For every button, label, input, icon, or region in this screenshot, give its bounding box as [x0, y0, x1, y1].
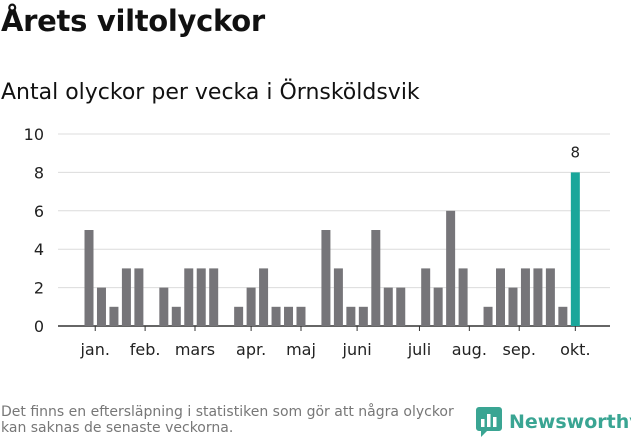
bar: [421, 268, 431, 326]
x-tick-label: juli: [407, 340, 431, 359]
bar: [134, 268, 144, 326]
y-tick-label: 6: [34, 202, 44, 221]
bar: [196, 268, 206, 326]
bar: [558, 306, 568, 326]
bar: [396, 287, 406, 326]
brand[interactable]: Newsworthy: [476, 407, 631, 437]
newsworthy-logo-icon: [476, 407, 502, 437]
bar: [496, 268, 506, 326]
x-tick-label: mars: [175, 340, 215, 359]
bar: [171, 306, 181, 326]
y-tick-label: 8: [34, 163, 44, 182]
bar: [209, 268, 219, 326]
bar: [271, 306, 281, 326]
x-tick-label: jan.: [79, 340, 109, 359]
chart-subtitle: Antal olyckor per vecka i Örnsköldsvik: [1, 80, 420, 105]
bar: [458, 268, 468, 326]
x-tick-label: sep.: [503, 340, 536, 359]
bar: [121, 268, 131, 326]
y-tick-label: 4: [34, 240, 44, 259]
bar: [284, 306, 294, 326]
bar: [433, 287, 443, 326]
bar: [109, 306, 119, 326]
x-tick-label: juni: [342, 340, 372, 359]
footnote: Det finns en eftersläpning i statistiken…: [1, 404, 454, 436]
x-tick-label: apr.: [236, 340, 266, 359]
brand-name: Newsworthy: [509, 411, 631, 433]
bar: [84, 230, 94, 326]
x-tick-label: aug.: [452, 340, 487, 359]
bar: [358, 306, 368, 326]
data-label: 8: [571, 143, 581, 161]
y-tick-label: 10: [24, 125, 44, 144]
bar: [446, 210, 456, 326]
chart-title: Årets viltolyckor: [1, 4, 265, 38]
y-tick-label: 0: [34, 317, 44, 336]
bar: [159, 287, 169, 326]
bar: [371, 230, 381, 326]
bar: [259, 268, 269, 326]
bar: [96, 287, 106, 326]
bar: [184, 268, 194, 326]
bar: [296, 306, 306, 326]
bar: [508, 287, 518, 326]
y-tick-label: 2: [34, 279, 44, 298]
bar: [234, 306, 244, 326]
bar: [333, 268, 343, 326]
bar: [246, 287, 256, 326]
bar-highlight: [570, 172, 580, 326]
bar: [383, 287, 393, 326]
bar-chart: 0 2 4 6 8 10 jan. feb. mars apr. maj juni juli aug. se…: [24, 125, 610, 359]
bar: [483, 306, 493, 326]
bar: [321, 230, 331, 326]
x-tick-label: okt.: [560, 340, 590, 359]
bar: [533, 268, 543, 326]
x-tick-label: maj: [286, 340, 316, 359]
bar: [346, 306, 356, 326]
bar: [520, 268, 530, 326]
bar: [545, 268, 555, 326]
x-tick-label: feb.: [130, 340, 161, 359]
